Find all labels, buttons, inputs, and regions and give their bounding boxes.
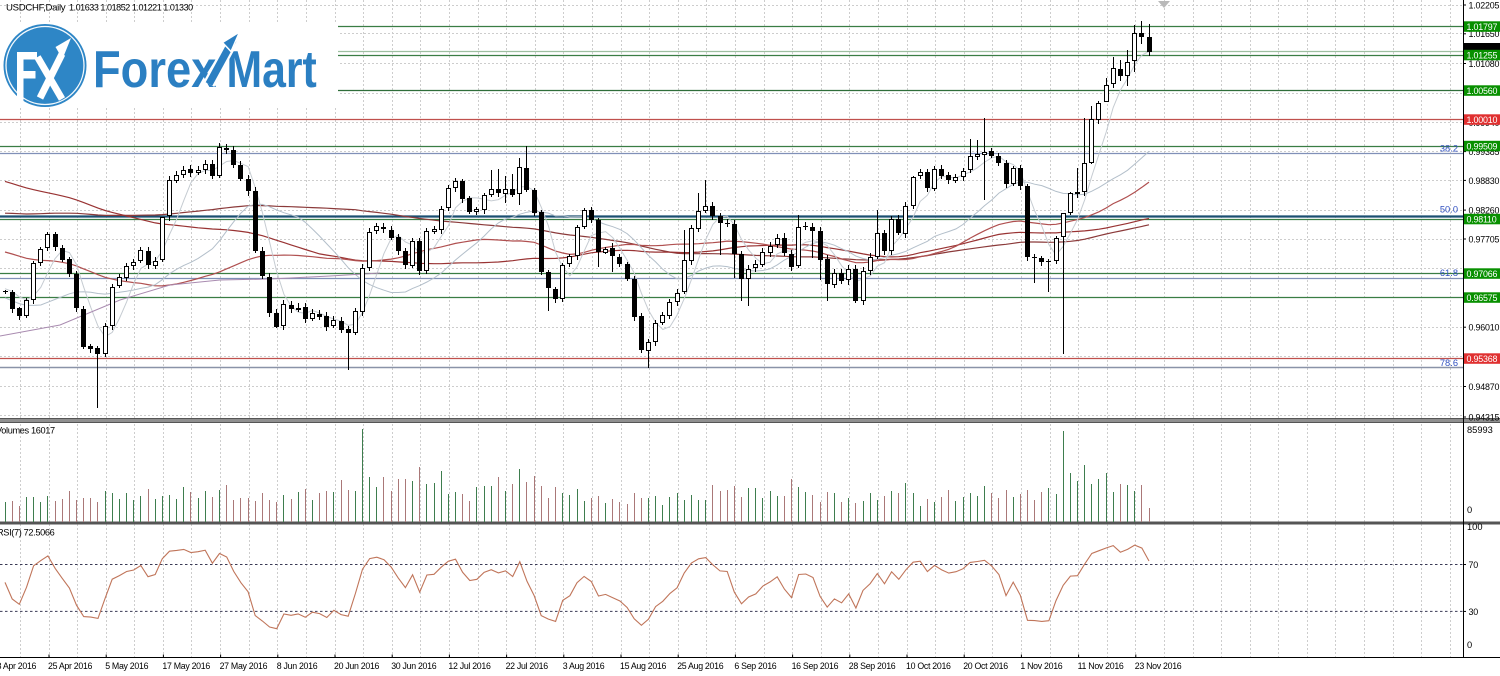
svg-text:28 Sep 2016: 28 Sep 2016 (849, 661, 896, 671)
svg-text:10 Oct 2016: 10 Oct 2016 (906, 661, 951, 671)
svg-text:1.00560: 1.00560 (1467, 86, 1498, 96)
svg-text:0.98110: 0.98110 (1467, 214, 1497, 224)
svg-text:6 Sep 2016: 6 Sep 2016 (734, 661, 776, 671)
svg-text:38.2: 38.2 (1440, 144, 1458, 154)
svg-text:0: 0 (1467, 505, 1472, 515)
svg-text:1.02205: 1.02205 (1469, 0, 1500, 10)
svg-text:27 May 2016: 27 May 2016 (220, 661, 268, 671)
svg-text:USDCHF,Daily: USDCHF,Daily (6, 3, 66, 14)
svg-text:3 Aug 2016: 3 Aug 2016 (563, 661, 605, 671)
svg-text:1.01080: 1.01080 (1469, 59, 1500, 69)
svg-text:1.01797: 1.01797 (1467, 22, 1498, 32)
svg-text:30: 30 (1469, 607, 1479, 617)
svg-text:22 Jul 2016: 22 Jul 2016 (506, 661, 549, 671)
svg-text:85993: 85993 (1467, 425, 1493, 435)
svg-text:11 Nov 2016: 11 Nov 2016 (1078, 661, 1124, 671)
svg-text:8 Jun 2016: 8 Jun 2016 (277, 661, 318, 671)
svg-text:0.98830: 0.98830 (1469, 176, 1500, 186)
svg-text:1 Nov 2016: 1 Nov 2016 (1020, 661, 1062, 671)
svg-text:30 Jun 2016: 30 Jun 2016 (391, 661, 437, 671)
svg-text:0.95368: 0.95368 (1467, 354, 1498, 364)
svg-text:Mart: Mart (227, 41, 317, 99)
svg-text:Volumes 16017: Volumes 16017 (0, 426, 55, 436)
svg-text:0.96010: 0.96010 (1469, 323, 1500, 333)
svg-text:Forex: Forex (93, 41, 216, 98)
svg-text:17 May 2016: 17 May 2016 (162, 661, 210, 671)
svg-text:0.97066: 0.97066 (1467, 269, 1498, 279)
svg-text:15 Aug 2016: 15 Aug 2016 (620, 661, 667, 671)
svg-text:1.00010: 1.00010 (1467, 115, 1498, 125)
svg-text:1.01255: 1.01255 (1467, 50, 1498, 60)
svg-text:50.0: 50.0 (1440, 205, 1458, 215)
svg-text:78.6: 78.6 (1440, 358, 1458, 368)
svg-text:0.94870: 0.94870 (1469, 382, 1500, 392)
svg-text:0.96575: 0.96575 (1467, 293, 1498, 303)
svg-text:25 Apr 2016: 25 Apr 2016 (48, 661, 93, 671)
svg-text:23 Nov 2016: 23 Nov 2016 (1135, 661, 1182, 671)
svg-text:100: 100 (1467, 522, 1483, 532)
svg-text:20 Jun 2016: 20 Jun 2016 (334, 661, 380, 671)
svg-text:5 May 2016: 5 May 2016 (105, 661, 148, 671)
svg-text:0.94315: 0.94315 (1469, 412, 1500, 422)
svg-text:70: 70 (1469, 560, 1479, 570)
svg-text:0.98260: 0.98260 (1469, 206, 1500, 216)
svg-text:0.99385: 0.99385 (1469, 147, 1500, 157)
svg-text:16 Sep 2016: 16 Sep 2016 (792, 661, 839, 671)
svg-text:0.97705: 0.97705 (1469, 234, 1500, 244)
svg-text:0.99509: 0.99509 (1467, 141, 1498, 151)
svg-text:0: 0 (1467, 640, 1472, 650)
svg-text:1.01650: 1.01650 (1469, 29, 1500, 39)
svg-text:61.8: 61.8 (1440, 268, 1458, 278)
svg-text:25 Aug 2016: 25 Aug 2016 (677, 661, 724, 671)
svg-text:12 Jul 2016: 12 Jul 2016 (448, 661, 491, 671)
svg-text:RSI(7) 72.5066: RSI(7) 72.5066 (0, 528, 55, 538)
svg-text:13 Apr 2016: 13 Apr 2016 (0, 661, 37, 671)
svg-text:1.01633 1.01852 1.01221 1.0133: 1.01633 1.01852 1.01221 1.01330 (69, 3, 193, 13)
svg-text:20 Oct 2016: 20 Oct 2016 (963, 661, 1008, 671)
